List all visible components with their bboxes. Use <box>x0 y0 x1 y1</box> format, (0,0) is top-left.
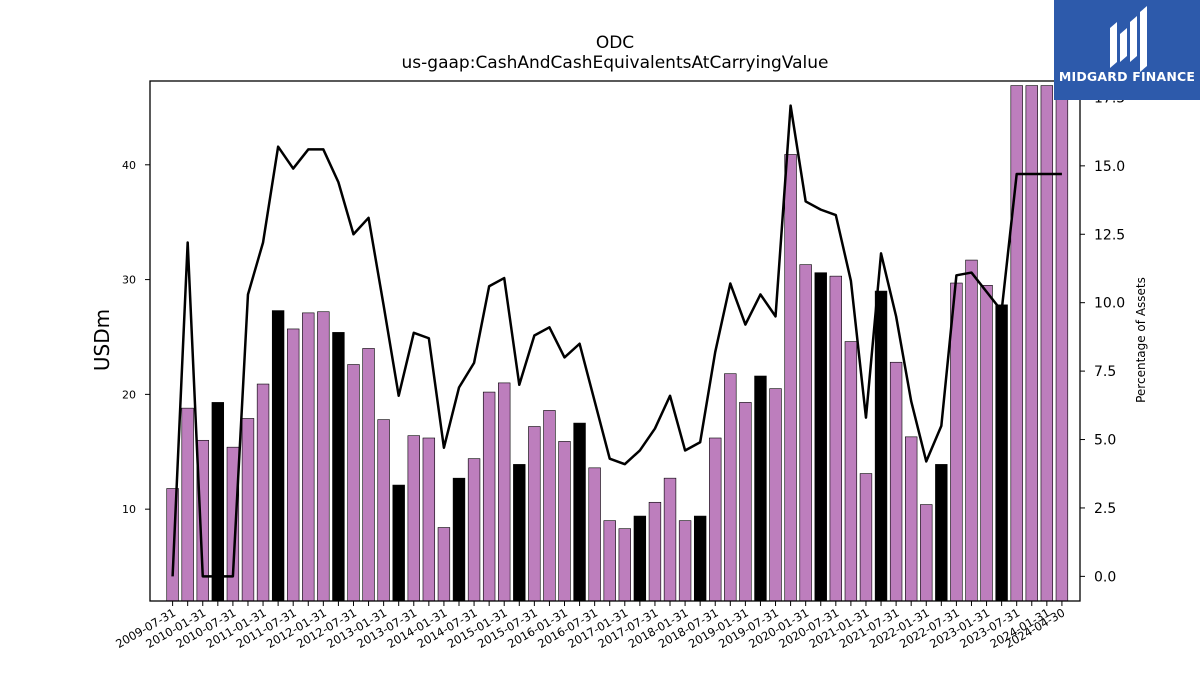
bar <box>920 504 933 602</box>
bar <box>1040 85 1054 602</box>
bar <box>739 402 752 602</box>
y-tick-label: 40 <box>122 159 136 172</box>
series-line <box>171 104 1062 578</box>
y2-tick-label: 0.0 <box>1094 569 1116 585</box>
bar <box>528 426 541 602</box>
y2-tick-label: 5.0 <box>1094 433 1116 449</box>
bar <box>859 473 873 602</box>
plot-frame <box>149 80 1081 602</box>
bar <box>678 520 692 602</box>
bar <box>181 407 194 602</box>
bar <box>332 332 345 602</box>
bar <box>362 348 375 602</box>
y2-tick-label: 10.0 <box>1094 296 1125 312</box>
bar <box>829 275 843 602</box>
y-tick-label: 20 <box>122 388 136 401</box>
brand-logo: MIDGARD FINANCE <box>1054 0 1200 100</box>
bar <box>965 259 978 602</box>
bar <box>377 419 390 602</box>
bar <box>633 515 647 602</box>
bar <box>588 467 601 602</box>
y2-tick-label: 15.0 <box>1094 159 1125 175</box>
bar <box>648 501 662 602</box>
bar <box>498 382 511 602</box>
logo-text: MIDGARD FINANCE <box>1058 69 1196 84</box>
bar <box>241 418 255 602</box>
bar <box>452 477 466 602</box>
bar <box>226 446 240 602</box>
bar <box>844 341 858 602</box>
bar <box>904 436 918 602</box>
bar <box>482 391 496 602</box>
bar <box>573 422 586 602</box>
bar <box>467 458 481 602</box>
bar <box>287 328 300 602</box>
bar <box>618 528 631 602</box>
bar <box>347 364 360 602</box>
bar <box>769 388 782 602</box>
chart-subtitle: us-gaap:CashAndCashEquivalentsAtCarrying… <box>401 53 829 73</box>
bar <box>784 154 797 602</box>
bar <box>950 282 963 602</box>
y2-axis-label: Percentage of Assets <box>1134 277 1148 403</box>
logo-mark-icon <box>1110 6 1147 72</box>
y2-tick-label: 12.5 <box>1094 227 1125 243</box>
bar <box>271 310 285 602</box>
bar <box>302 312 315 602</box>
bar <box>874 290 888 602</box>
bar <box>513 464 526 602</box>
bar <box>407 435 420 602</box>
bar <box>693 515 707 602</box>
bar <box>317 311 330 602</box>
bar <box>754 375 767 602</box>
bar <box>603 520 616 602</box>
bar <box>995 304 1008 602</box>
bar <box>724 373 737 602</box>
bar <box>709 437 722 602</box>
bar <box>663 477 677 602</box>
bar <box>935 464 948 602</box>
bar <box>558 441 571 602</box>
bar <box>1025 85 1038 602</box>
bar <box>799 264 812 602</box>
bar <box>256 383 270 602</box>
bar <box>437 527 451 602</box>
y-tick-label: 10 <box>122 503 136 516</box>
y-tick-label: 30 <box>122 274 136 287</box>
chart-title: ODC <box>595 33 635 53</box>
bar <box>1055 85 1069 602</box>
y2-tick-label: 7.5 <box>1094 364 1116 380</box>
y2-tick-label: 2.5 <box>1094 501 1116 517</box>
bar <box>543 410 556 602</box>
bar <box>889 361 903 602</box>
bar <box>980 285 993 602</box>
bar <box>814 272 827 602</box>
bar <box>1010 85 1023 602</box>
bar <box>392 484 405 602</box>
y-axis-label: USDm <box>90 308 114 372</box>
bar <box>422 437 436 602</box>
bar <box>211 402 225 602</box>
